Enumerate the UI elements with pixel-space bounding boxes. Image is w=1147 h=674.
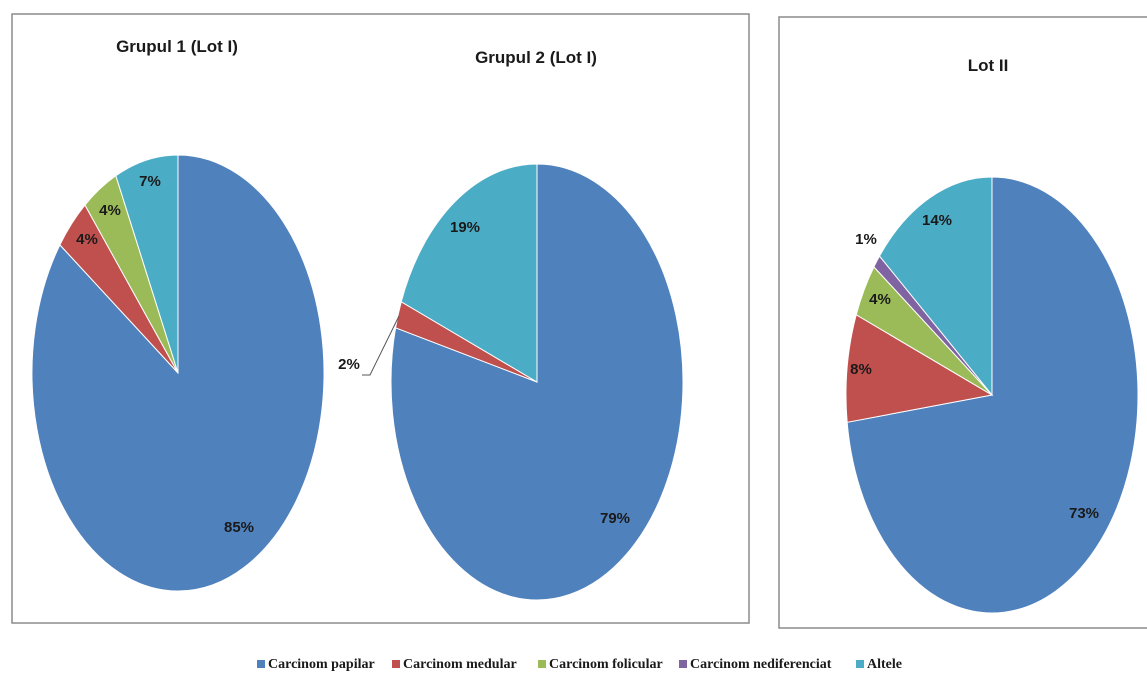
pie-slice-altele [878,176,993,397]
data-label-carcinom-papilar: 73% [1069,505,1099,522]
legend: Carcinom papilar Carcinom medular Carcin… [257,657,902,672]
legend-item: Carcinom folicular [538,657,663,672]
legend-item: Carcinom papilar [257,657,375,672]
data-label-altele: 19% [450,219,480,236]
pie-grupul-1: 85% 4%4% 7% [31,154,325,592]
legend-label: Altele [867,657,902,672]
chart-title-grupul-1: Grupul 1 (Lot I) [116,37,238,56]
pie-slice-altele [115,154,179,374]
data-label-carcinom-medular: 4% [76,231,98,248]
legend-item: Altele [856,657,902,672]
data-label-carcinom-medular: 2% [338,356,360,373]
chart-title-grupul-2: Grupul 2 (Lot I) [475,48,597,67]
data-label-carcinom-papilar: 79% [600,510,630,527]
pie-lot-ii: 73% 8% 4% 1% 14% [845,176,1139,614]
legend-label: Carcinom medular [403,657,517,672]
legend-swatch-carcinom-medular [392,660,400,668]
data-label-altele: 7% [139,173,161,190]
legend-swatch-carcinom-nediferenciat [679,660,687,668]
data-label-carcinom-folicular: 4% [869,291,891,308]
data-label-altele: 14% [922,212,952,229]
data-label-carcinom-medular: 8% [850,361,872,378]
chart-title-lot-ii: Lot II [968,56,1009,75]
pie-slice-carcinom-papilar [31,154,325,592]
pie-slice-altele [400,163,538,383]
legend-swatch-carcinom-folicular [538,660,546,668]
leader-line-2pct [362,315,400,376]
data-label-carcinom-papilar: 85% [224,519,254,536]
data-label-carcinom-nediferenciat: 1% [855,231,877,248]
legend-swatch-altele [856,660,864,668]
legend-swatch-carcinom-papilar [257,660,265,668]
legend-label: Carcinom papilar [268,657,375,672]
legend-label: Carcinom folicular [549,657,663,672]
legend-item: Carcinom nediferenciat [679,657,832,672]
legend-label: Carcinom nediferenciat [690,657,832,672]
legend-item: Carcinom medular [392,657,517,672]
pie-grupul-2: 79% 2% 19% [338,163,684,601]
data-label-carcinom-folicular: 4% [99,202,121,219]
pie-slice-carcinom-medular [845,313,994,423]
